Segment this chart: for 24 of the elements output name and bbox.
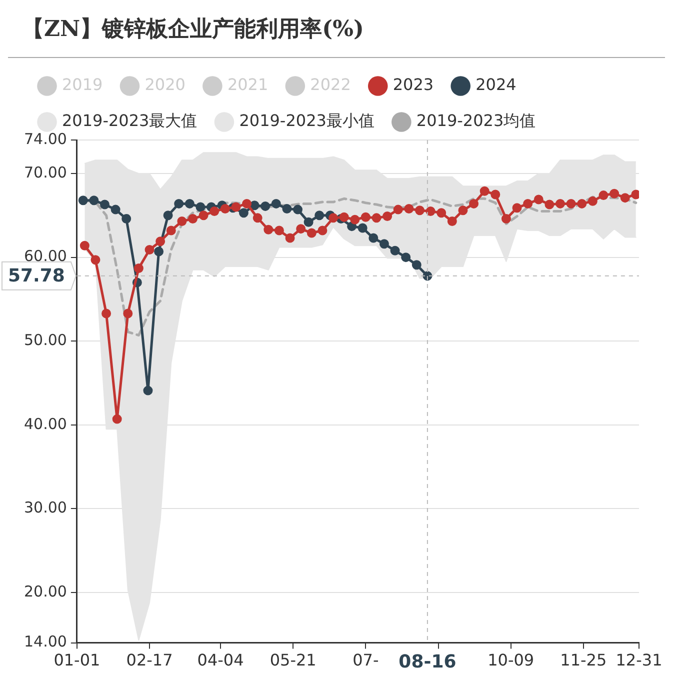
y-tick-label: 74.00 — [24, 130, 67, 148]
x-tick-label: 04-04 — [197, 650, 244, 670]
y-tick-label: 20.00 — [24, 582, 67, 600]
x-tick-label: 07- — [352, 650, 379, 670]
ref-line-label: 57.78 — [8, 266, 65, 287]
y-tick-label: 50.00 — [24, 331, 67, 350]
x-tick-label: 02-17 — [126, 650, 173, 670]
y-tick-label: 40.00 — [24, 414, 67, 433]
y-tick-label: 14.00 — [24, 632, 67, 651]
x-tick-label: 10-09 — [488, 650, 534, 670]
legend-label: 2023 — [392, 75, 434, 94]
x-tick-label: 11-25 — [560, 650, 607, 670]
y-tick-label: 60.00 — [24, 247, 67, 266]
x-tick-label: 01-01 — [54, 650, 100, 670]
chart-title: 【ZN】镀锌板企业产能利用率(%) — [8, 0, 665, 58]
y-tick-label: 70.00 — [24, 163, 67, 182]
x-tick-label: 12-31 — [616, 650, 662, 670]
y-tick-label: 30.00 — [24, 498, 67, 517]
legend-label: 2024 — [476, 75, 516, 94]
legend-label: 2019-2023最小值 — [239, 111, 374, 130]
x-tick-label: 05-21 — [270, 650, 316, 670]
legend-label: 2019-2023均值 — [416, 111, 536, 130]
ref-line-label: 08-16 — [398, 651, 456, 672]
legend-label: 2019-2023最大值 — [62, 111, 198, 130]
